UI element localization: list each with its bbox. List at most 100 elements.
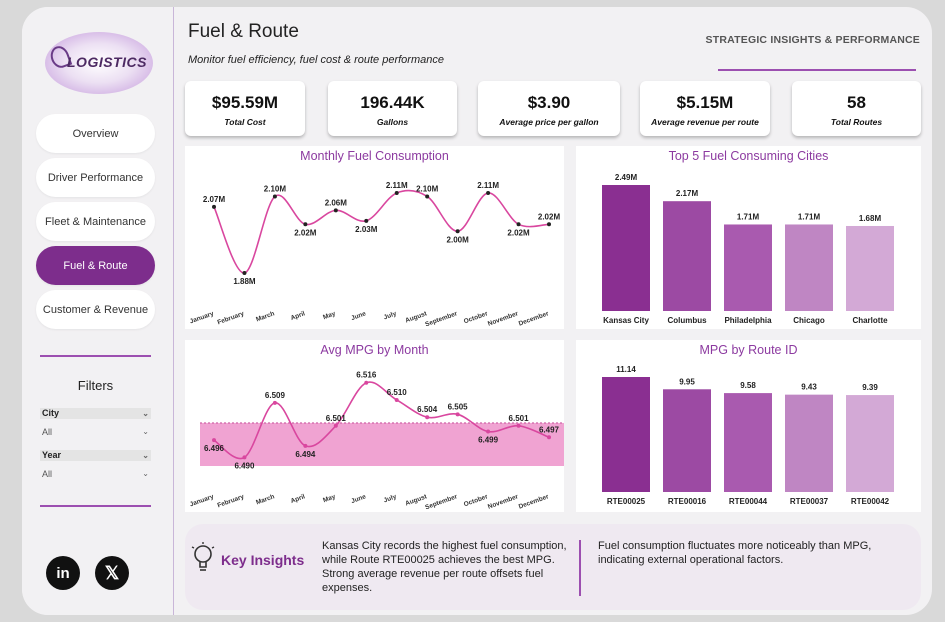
data-point [547,435,551,440]
data-label: 2.00M [447,235,470,244]
x-tick-label: Charlotte [852,316,888,325]
bar-value-label: 1.71M [737,212,760,221]
x-tick-label: October [463,493,489,508]
company-logo: LOGISTICS [45,32,153,94]
data-label: 1.88M [233,277,256,286]
header-underline [718,69,916,71]
data-point [333,208,338,213]
linkedin-icon[interactable]: in [46,556,80,590]
bar [663,201,711,311]
chevron-down-icon[interactable]: ⌄ [142,451,149,460]
x-tick-label: April [290,310,306,322]
monthly-fuel-chart-panel: Monthly Fuel Consumption 2.07M January 1.88… [185,146,564,329]
bar-value-label: 9.95 [679,377,695,386]
data-point [486,190,491,195]
x-tick-label: July [383,310,398,321]
nav-fleet-maintenance-button[interactable]: Fleet & Maintenance [36,202,155,241]
x-tick-label: September [424,493,458,511]
x-tick-label: RTE00025 [607,497,646,506]
key-insights-title: Key Insights [221,552,305,568]
kpi-card-total-routes: 58 Total Routes [792,81,921,136]
data-point [364,218,369,223]
x-tick-label: December [518,493,550,510]
bar-value-label: 11.14 [616,365,636,374]
x-tick-label: Philadelphia [724,316,772,325]
data-point [394,397,399,402]
chart-title: Top 5 Fuel Consuming Cities [669,149,829,163]
nav-fuel-route-button[interactable]: Fuel & Route [36,246,155,285]
data-point [364,380,369,385]
data-label: 6.496 [204,444,225,453]
data-label: 6.490 [234,461,255,470]
data-label: 6.510 [387,388,408,397]
filter-city-dropdown[interactable]: All ⌄ [42,427,151,437]
x-tick-label: March [255,310,275,323]
data-point [425,415,430,420]
bar [846,395,894,492]
data-point [394,190,399,195]
chart-title: MPG by Route ID [700,343,798,357]
chevron-down-icon[interactable]: ⌄ [142,409,149,418]
series-line [213,189,550,274]
bar [846,225,894,311]
page-title: Fuel & Route [188,21,299,42]
insight-right-text: Fuel consumption fluctuates more noticea… [598,540,872,566]
filter-city-label: City ⌄ [40,408,151,419]
x-tick-label: November [487,310,520,328]
top-cities-chart: Top 5 Fuel Consuming Cities 2.49M Kansas C… [602,149,894,325]
data-label: 6.516 [356,371,377,380]
kpi-card-total-cost: $95.59M Total Cost [185,81,305,136]
data-label: 6.499 [478,436,499,445]
data-point [516,222,521,227]
lightbulb-icon [191,542,215,571]
data-point [547,222,551,227]
kpi-value: $95.59M [211,93,279,112]
bar-value-label: 1.71M [798,212,821,221]
bar [602,377,650,492]
chevron-down-icon[interactable]: ⌄ [142,469,149,478]
chevron-down-icon[interactable]: ⌄ [142,427,149,436]
data-label: 6.504 [417,405,438,414]
x-tick-label: March [255,493,275,506]
data-label: 6.501 [509,414,530,423]
x-tick-label: June [350,310,367,322]
data-label: 6.494 [295,450,316,459]
kpi-card-avg-price: $3.90 Average price per gallon [478,81,620,136]
x-tick-label: Chicago [793,316,825,325]
x-tick-label: June [350,493,367,505]
data-label: 2.10M [416,184,439,193]
avg-mpg-chart: Avg MPG by Month 6.496 January 6.490 Februar… [189,343,564,511]
bar [785,394,833,492]
x-tick-label: RTE00037 [790,497,829,506]
header-tagline: STRATEGIC INSIGHTS & PERFORMANCE [705,34,920,46]
x-tick-label: January [189,310,215,325]
kpi-label: Total Routes [830,117,883,127]
sidebar-divider [40,505,151,507]
data-point [272,400,277,405]
x-icon[interactable]: 𝕏 [95,556,129,590]
data-point [516,423,521,428]
data-point [272,194,277,199]
data-point [303,443,308,448]
monthly-fuel-chart: Monthly Fuel Consumption 2.07M January 1.88… [189,149,561,328]
page-subtitle: Monitor fuel efficiency, fuel cost & rou… [188,54,444,66]
x-tick-label: January [189,493,215,508]
data-label: 2.11M [386,181,408,190]
nav-customer-revenue-button[interactable]: Customer & Revenue [36,290,155,329]
filter-year-dropdown[interactable]: All ⌄ [42,469,151,479]
data-point [455,412,460,417]
data-label: 6.505 [448,402,469,411]
x-tick-label: September [424,310,458,328]
data-point [333,423,338,428]
kpi-card-avg-revenue: $5.15M Average revenue per route [640,81,770,136]
filters-title: Filters [77,378,114,393]
data-label: 6.509 [265,391,286,400]
mpg-route-chart-panel: MPG by Route ID 11.14 RTE00025 9.95 RTE00016… [576,340,921,512]
x-tick-label: Kansas City [603,316,649,325]
data-label: 6.501 [326,414,347,423]
kpi-card-gallons: 196.44K Gallons [328,81,457,136]
nav-overview-button[interactable]: Overview [36,114,155,153]
nav-driver-performance-button[interactable]: Driver Performance [36,158,155,197]
filter-year-label: Year ⌄ [40,450,151,461]
x-tick-label: May [322,310,337,321]
